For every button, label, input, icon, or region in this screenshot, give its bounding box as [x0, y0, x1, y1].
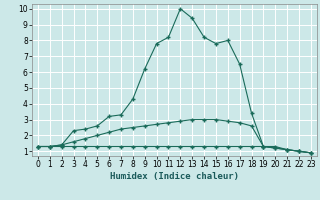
X-axis label: Humidex (Indice chaleur): Humidex (Indice chaleur) [110, 172, 239, 181]
